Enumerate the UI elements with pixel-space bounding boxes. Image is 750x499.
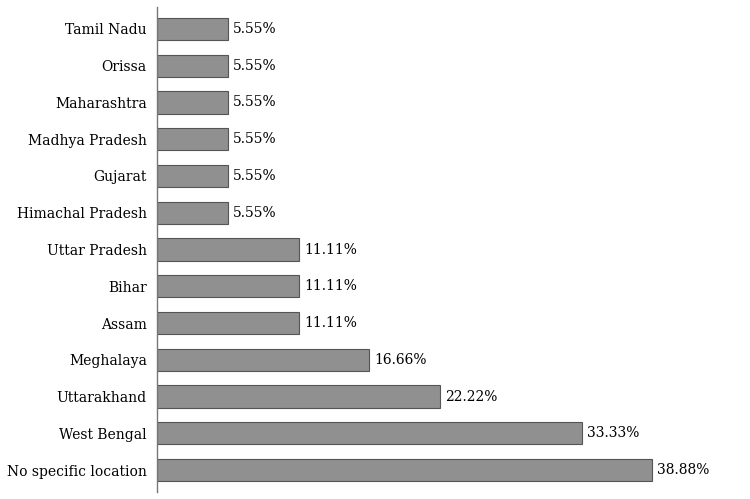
- Text: 11.11%: 11.11%: [304, 279, 357, 293]
- Bar: [158, 312, 298, 334]
- Bar: [158, 349, 370, 371]
- Text: 38.88%: 38.88%: [658, 463, 710, 477]
- Bar: [158, 91, 228, 113]
- Text: 11.11%: 11.11%: [304, 243, 357, 256]
- Bar: [158, 422, 582, 444]
- Text: 5.55%: 5.55%: [233, 22, 277, 36]
- Bar: [158, 386, 440, 408]
- Bar: [158, 128, 228, 150]
- Bar: [158, 55, 228, 77]
- Text: 5.55%: 5.55%: [233, 132, 277, 146]
- Text: 5.55%: 5.55%: [233, 169, 277, 183]
- Bar: [158, 165, 228, 187]
- Text: 5.55%: 5.55%: [233, 95, 277, 109]
- Text: 5.55%: 5.55%: [233, 206, 277, 220]
- Text: 16.66%: 16.66%: [374, 353, 427, 367]
- Bar: [158, 459, 652, 481]
- Text: 5.55%: 5.55%: [233, 59, 277, 73]
- Text: 33.33%: 33.33%: [586, 426, 639, 440]
- Bar: [158, 275, 298, 297]
- Bar: [158, 18, 228, 40]
- Text: 11.11%: 11.11%: [304, 316, 357, 330]
- Text: 22.22%: 22.22%: [446, 390, 498, 404]
- Bar: [158, 239, 298, 260]
- Bar: [158, 202, 228, 224]
